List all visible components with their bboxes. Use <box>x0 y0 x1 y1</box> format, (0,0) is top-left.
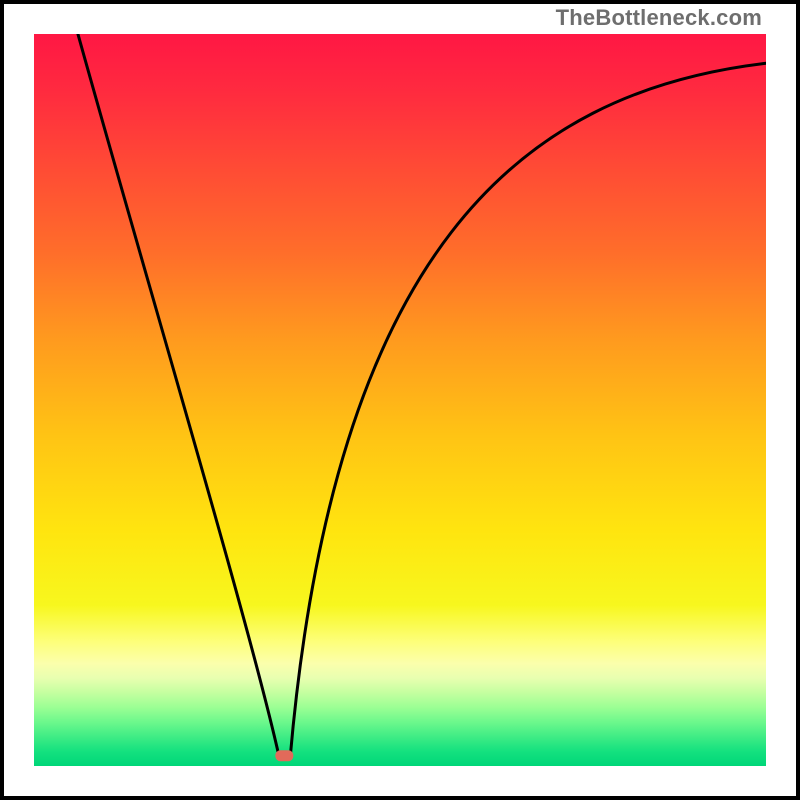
curve-layer <box>34 34 766 766</box>
watermark-text: TheBottleneck.com <box>556 5 762 31</box>
dip-marker <box>275 750 293 761</box>
figure-frame: TheBottleneck.com <box>0 0 800 800</box>
plot-area <box>34 34 766 766</box>
v-curve <box>78 34 766 759</box>
